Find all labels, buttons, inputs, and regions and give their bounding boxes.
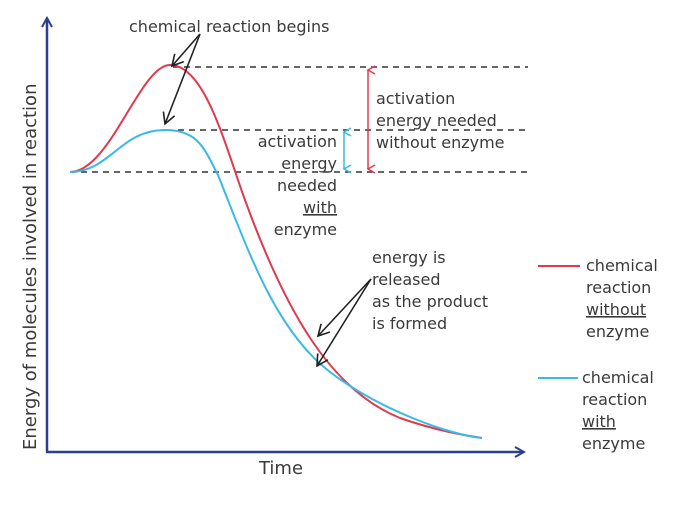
legend-without-line-2: reaction	[586, 278, 651, 297]
activation-without-line-1: activation	[376, 89, 455, 108]
activation-without-enzyme-label: activation energy needed without enzyme	[376, 89, 505, 152]
energy-released-line-2: released	[372, 270, 441, 289]
energy-released-label: energy is released as the product is for…	[372, 248, 488, 333]
legend-without-line-3: without	[586, 300, 646, 319]
activation-without-line-3: without enzyme	[376, 133, 505, 152]
curve-with-enzyme	[69, 128, 483, 439]
legend-with-line-4: enzyme	[582, 434, 645, 453]
reaction-begins-label: chemical reaction begins	[129, 17, 329, 36]
energy-released-arrow-2	[316, 278, 372, 368]
energy-released-line-1: energy is	[372, 248, 446, 267]
legend-without-enzyme: chemical reaction without enzyme	[538, 256, 658, 341]
legend-with-line-2: reaction	[582, 390, 647, 409]
activation-with-line-4: with	[303, 198, 337, 217]
energy-released-line-4: is formed	[372, 314, 447, 333]
reaction-begins-arrow-1	[170, 33, 201, 68]
activation-with-line-3: needed	[277, 176, 337, 195]
legend-without-line-4: enzyme	[586, 322, 649, 341]
activation-without-line-2: energy needed	[376, 111, 497, 130]
activation-with-enzyme-label: activation energy needed with enzyme	[258, 132, 337, 239]
legend-without-line-1: chemical	[586, 256, 658, 275]
activation-with-line-2: energy	[281, 154, 337, 173]
energy-released-arrow-1	[316, 278, 372, 338]
activation-with-line-1: activation	[258, 132, 337, 151]
curve-without-enzyme	[69, 63, 483, 439]
x-axis-label: Time	[258, 458, 303, 479]
energy-released-line-3: as the product	[372, 292, 488, 311]
legend-with-enzyme: chemical reaction with enzyme	[538, 368, 654, 453]
legend-with-line-1: chemical	[582, 368, 654, 387]
reaction-begins-arrow-2	[162, 33, 201, 126]
y-axis-label: Energy of molecules involved in reaction	[20, 84, 41, 450]
activation-with-line-5: enzyme	[274, 220, 337, 239]
legend-with-line-3: with	[582, 412, 616, 431]
